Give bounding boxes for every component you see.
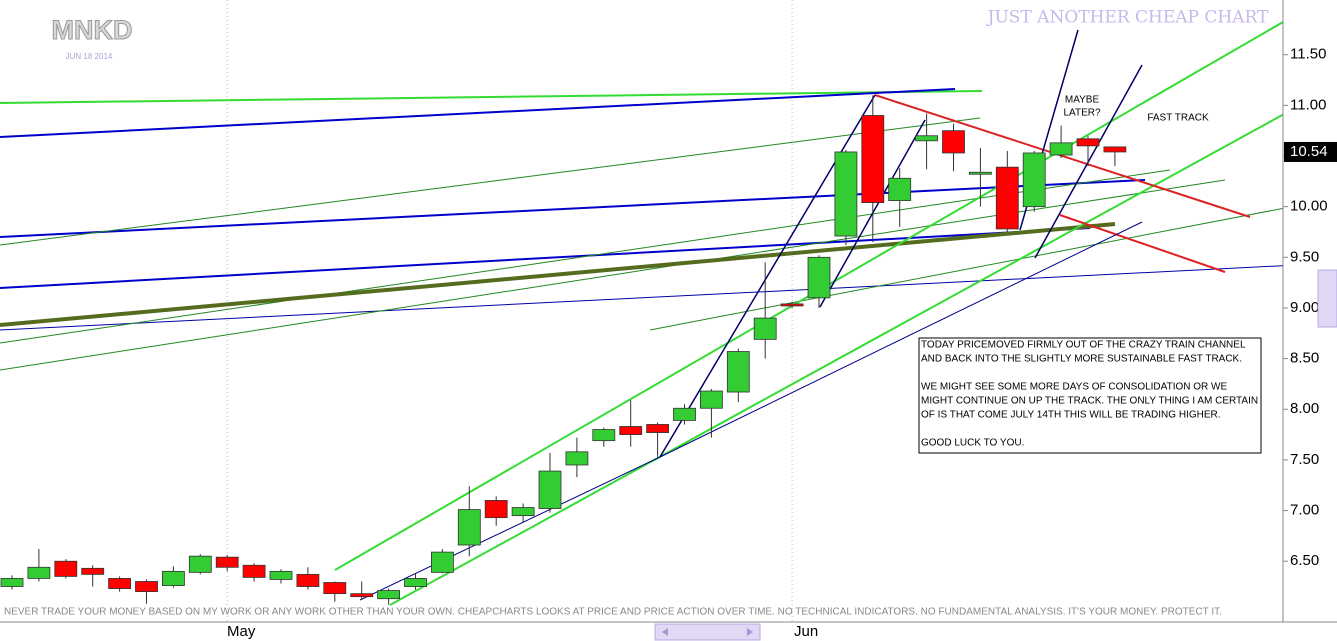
x-axis-labels: May Jun bbox=[227, 623, 818, 640]
trendline bbox=[0, 222, 1116, 327]
y-tick-label: 9.00 bbox=[1290, 299, 1319, 316]
trendline bbox=[0, 179, 1226, 371]
chart-title: MNKD bbox=[52, 15, 133, 45]
trendline bbox=[359, 456, 661, 601]
candle-body bbox=[700, 390, 723, 409]
trendline bbox=[0, 179, 1146, 238]
y-tick-label: 8.00 bbox=[1290, 400, 1319, 417]
y-tick-label: 10.00 bbox=[1290, 198, 1328, 215]
candle-body bbox=[1022, 152, 1046, 208]
candle-body bbox=[296, 573, 320, 587]
candle-body bbox=[538, 470, 562, 509]
note-line: TODAY PRICEMOVED FIRMLY OUT OF THE CRAZY… bbox=[921, 340, 1246, 351]
annotation: MAYBE bbox=[1065, 95, 1100, 106]
candle-body bbox=[108, 578, 131, 589]
candle-body bbox=[1049, 142, 1073, 156]
candles bbox=[0, 95, 1127, 605]
candle-body bbox=[1076, 138, 1100, 147]
trendline bbox=[0, 117, 981, 246]
candle-body bbox=[942, 130, 965, 154]
candle-body bbox=[753, 317, 777, 340]
last-price-label: 10.54 bbox=[1290, 143, 1328, 160]
trendline bbox=[649, 207, 1283, 331]
last-price-box bbox=[1284, 141, 1337, 162]
candle-body bbox=[484, 500, 508, 519]
trendline bbox=[0, 169, 1171, 344]
trendline bbox=[874, 94, 1251, 218]
y-tick-label: 11.50 bbox=[1290, 46, 1326, 63]
candle-body bbox=[915, 135, 938, 142]
candle-body bbox=[27, 566, 51, 579]
note: TODAY PRICEMOVED FIRMLY OUT OF THE CRAZY… bbox=[921, 340, 1258, 449]
note-line: OF IS THAT COME JULY 14TH THIS WILL BE T… bbox=[921, 410, 1221, 421]
x-tick-label: Jun bbox=[794, 623, 818, 640]
y-axis-labels: 6.507.007.508.008.509.009.5010.0010.5011… bbox=[1283, 46, 1328, 569]
candle-body bbox=[269, 570, 293, 580]
candle-body bbox=[54, 560, 78, 577]
note-line: MIGHT CONTINUE ON UP THE TRACK. THE ONLY… bbox=[921, 396, 1258, 407]
note-box bbox=[918, 337, 1262, 454]
candle-body bbox=[135, 581, 158, 593]
candle-body bbox=[592, 429, 616, 442]
y-tick-label: 9.50 bbox=[1290, 248, 1319, 265]
candle-body bbox=[161, 570, 185, 586]
candle-body bbox=[81, 567, 105, 575]
trendline bbox=[0, 90, 983, 104]
scroll-thumb[interactable] bbox=[654, 623, 761, 641]
candle-body bbox=[726, 351, 750, 393]
candle-body bbox=[834, 151, 858, 237]
chart-header: JUST ANOTHER CHEAP CHART bbox=[986, 8, 1269, 28]
candle-body bbox=[323, 582, 347, 595]
candle-body bbox=[888, 177, 912, 201]
candle-body bbox=[242, 564, 266, 578]
candle-body bbox=[780, 303, 804, 307]
candle-body bbox=[565, 451, 589, 466]
chart-subtitle: JUN 18 2014 bbox=[66, 52, 113, 61]
note-line: GOOD LUCK TO YOU. bbox=[921, 438, 1024, 449]
candle-body bbox=[188, 555, 212, 573]
trendline bbox=[1059, 214, 1226, 273]
y-tick-label: 6.50 bbox=[1290, 552, 1319, 569]
candle-body bbox=[861, 115, 885, 204]
x-tick-label: May bbox=[227, 623, 256, 640]
candle-body bbox=[350, 593, 374, 598]
candle-body bbox=[377, 590, 401, 600]
candle-body bbox=[215, 556, 239, 568]
y-tick-label: 7.50 bbox=[1290, 451, 1319, 468]
annotation: LATER? bbox=[1063, 108, 1100, 119]
trendline bbox=[389, 113, 1283, 606]
candle-body bbox=[457, 509, 481, 546]
trendline bbox=[0, 88, 956, 138]
candle-body bbox=[404, 578, 427, 587]
y-tick-label: 11.00 bbox=[1290, 96, 1326, 113]
y-tick-label: 7.00 bbox=[1290, 502, 1319, 519]
trendline bbox=[0, 265, 1283, 331]
candle-body bbox=[0, 578, 24, 587]
trendline bbox=[659, 221, 1143, 458]
candle-body bbox=[646, 424, 669, 433]
candle-body bbox=[673, 407, 696, 421]
candle-body bbox=[995, 166, 1019, 230]
candle-body bbox=[1103, 146, 1127, 153]
annotation: FAST TRACK bbox=[1147, 113, 1209, 124]
candle-body bbox=[969, 171, 992, 175]
candle-body bbox=[619, 426, 643, 435]
candle-body bbox=[807, 256, 831, 299]
note-line: WE MIGHT SEE SOME MORE DAYS OF CONSOLIDA… bbox=[921, 382, 1227, 393]
candle-body bbox=[430, 551, 454, 573]
candle-body bbox=[511, 507, 535, 517]
scroll-thumb[interactable] bbox=[1317, 269, 1337, 328]
note-line: AND BACK INTO THE SLIGHTLY MORE SUSTAINA… bbox=[921, 354, 1242, 365]
disclaimer: NEVER TRADE YOUR MONEY BASED ON MY WORK … bbox=[4, 607, 1222, 618]
y-tick-label: 8.50 bbox=[1290, 350, 1319, 367]
